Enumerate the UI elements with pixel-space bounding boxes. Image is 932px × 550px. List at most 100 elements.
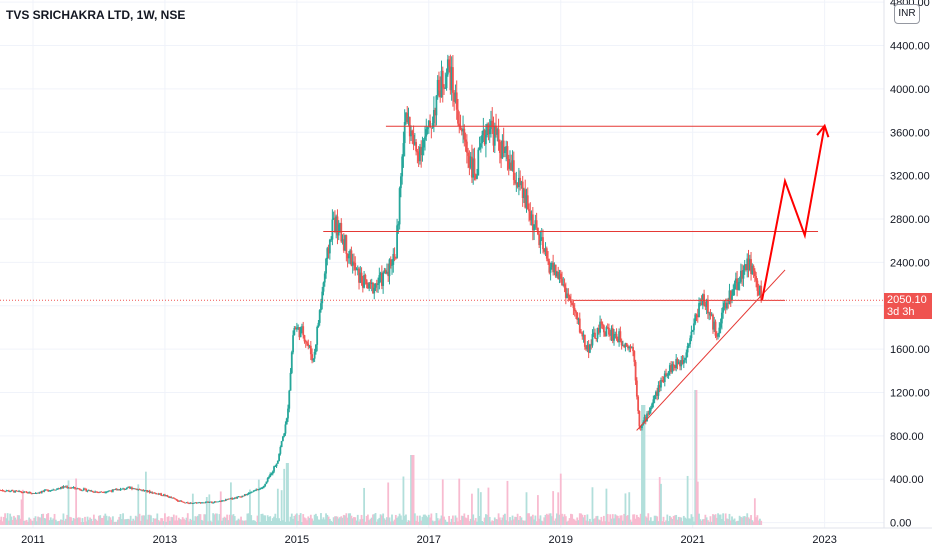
candle-body <box>458 123 461 126</box>
candle-body <box>736 278 738 290</box>
candle-body <box>164 494 166 496</box>
candle-body <box>306 342 308 344</box>
candle-body <box>597 328 600 333</box>
candle-body <box>240 496 242 498</box>
volume-bar <box>523 520 525 525</box>
candle-body <box>311 354 313 361</box>
candle-body <box>194 502 197 504</box>
projection-arrow[interactable] <box>761 125 826 301</box>
time-axis[interactable]: 2011 2013 2015 2017 2019 2021 2023 <box>21 534 837 546</box>
volume-bar <box>478 516 481 525</box>
candle-body <box>7 490 10 492</box>
candle-body <box>91 490 94 492</box>
candle-body <box>312 358 315 361</box>
volume-bar <box>609 514 612 525</box>
volume-bar <box>510 520 513 525</box>
volume-bar <box>667 521 670 525</box>
candle-body <box>353 261 355 263</box>
candle-body <box>288 390 291 409</box>
candle-body <box>578 318 581 333</box>
volume-bar <box>166 516 169 525</box>
volume-bar <box>91 520 94 525</box>
candle-body <box>375 283 378 285</box>
candle-body <box>651 403 653 408</box>
candle-body <box>351 261 354 266</box>
volume-bar <box>589 518 591 525</box>
candle-body <box>175 499 178 500</box>
volume-bar <box>336 516 339 525</box>
volume-bar <box>486 514 489 525</box>
candle-body <box>37 492 39 494</box>
candle-body <box>681 360 684 364</box>
candle-body <box>47 489 50 492</box>
volume-bar <box>476 521 478 525</box>
candle-body <box>250 491 253 493</box>
volume-bar <box>606 514 609 525</box>
candle-body <box>229 497 232 499</box>
volume-bar <box>488 516 491 525</box>
volume-bar <box>410 455 412 525</box>
candle-body <box>274 466 277 467</box>
candle-body <box>746 258 749 270</box>
volume-bar <box>387 482 390 525</box>
volume-bar <box>548 513 551 525</box>
candle-body <box>278 453 281 461</box>
trendline[interactable] <box>636 269 786 431</box>
candle-body <box>497 129 500 143</box>
candle-body <box>391 264 393 266</box>
candle-body <box>54 489 57 491</box>
candle-body <box>535 220 538 228</box>
volume-bar <box>47 513 50 525</box>
candle-body <box>440 70 443 98</box>
price-axis[interactable]: 4800.004400.004000.003600.003200.002800.… <box>890 0 930 530</box>
candle-body <box>292 335 294 353</box>
volume-bar <box>543 517 546 525</box>
drawing-layer[interactable] <box>323 123 830 431</box>
candle-body <box>123 488 126 490</box>
volume-bar <box>620 515 623 525</box>
volume-bar <box>383 518 386 525</box>
volume-bar <box>355 520 358 525</box>
candle-body <box>141 489 143 491</box>
candle-body <box>732 289 735 296</box>
volume-bar <box>637 516 640 525</box>
volume-bar <box>53 513 56 525</box>
volume-bar <box>718 514 721 525</box>
volume-bar <box>662 516 665 525</box>
candle-body <box>29 492 32 494</box>
candle-body <box>691 330 694 332</box>
candle-body <box>330 239 333 241</box>
volume-bar <box>246 513 249 525</box>
volume-bar <box>101 518 104 525</box>
candle-body <box>331 219 334 240</box>
volume-bar <box>618 518 621 525</box>
price-tick-label: 800.00 <box>890 431 924 443</box>
volume-bar <box>427 514 430 525</box>
candle-body <box>383 270 386 273</box>
candle-body <box>687 344 690 347</box>
candle-body <box>662 380 665 382</box>
volume-bar <box>468 521 471 525</box>
volume-bar <box>302 514 305 525</box>
candle-body <box>739 270 742 282</box>
volume-bar <box>81 518 84 525</box>
volume-bar <box>517 519 520 525</box>
currency-badge[interactable]: INR <box>894 4 920 24</box>
volume-bar <box>109 517 112 525</box>
candle-body <box>92 491 95 493</box>
candle-body <box>170 496 173 498</box>
volume-bar <box>484 514 487 525</box>
volume-bar <box>448 515 451 525</box>
candle-body <box>134 488 137 490</box>
volume-bar <box>632 514 634 525</box>
candle-body <box>567 293 570 297</box>
volume-bars <box>0 390 763 525</box>
candle-body <box>179 500 182 502</box>
candle-body <box>608 327 610 335</box>
candle-body <box>142 489 145 491</box>
candle-body <box>255 489 258 491</box>
volume-bar <box>642 405 645 525</box>
candle-body <box>756 280 759 291</box>
volume-bar <box>172 514 175 525</box>
